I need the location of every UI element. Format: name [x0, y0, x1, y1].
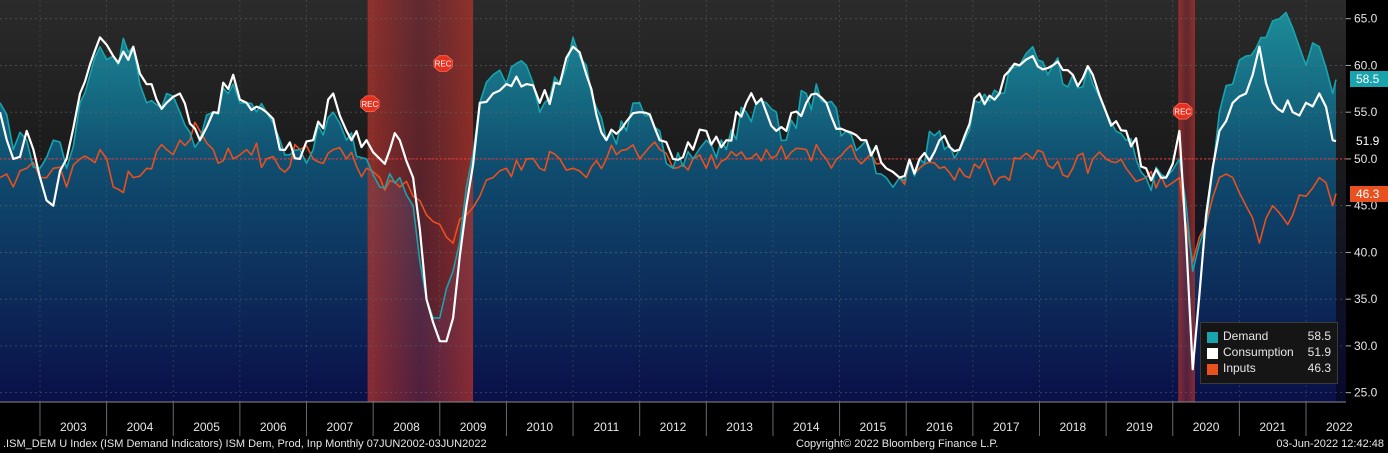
last-value-tag-consumption: 51.9	[1350, 133, 1388, 150]
y-tick-label: 35.0	[1354, 292, 1378, 306]
recession-marker-label: REC	[361, 100, 378, 109]
series-line-consumption	[0, 36, 1337, 371]
x-tick-label: 2015	[860, 420, 887, 434]
chart-canvas: REC REC REC 25.0 30.0 35.0 40.0 45.0 50.0 55.0 60…	[0, 0, 1378, 436]
recession-marker-shape	[360, 95, 380, 112]
legend-swatch-consumption	[1207, 348, 1218, 359]
legend-item-consumption: Consumption 51.9	[1207, 345, 1331, 361]
x-tick-label: 2008	[393, 420, 420, 434]
recession-marker: REC	[1173, 103, 1193, 120]
y-tick-label: 60.0	[1354, 58, 1378, 72]
footer-copyright: Copyright© 2022 Bloomberg Finance L.P.	[796, 438, 999, 450]
last-value-tag-inputs: 46.3	[1350, 185, 1388, 202]
recession-marker: REC	[360, 95, 380, 112]
x-tick-label: 2003	[60, 420, 87, 434]
x-tick-label: 2012	[660, 420, 687, 434]
y-tick-label: 50.0	[1354, 152, 1378, 166]
legend-swatch-inputs	[1207, 364, 1218, 375]
x-tick-label: 2006	[260, 420, 287, 434]
x-tick-label: 2013	[726, 420, 753, 434]
x-tick-label: 2011	[593, 420, 619, 434]
y-tick-label: 25.0	[1354, 386, 1378, 400]
y-tick-label: 30.0	[1354, 339, 1378, 353]
series-area-demand	[0, 12, 1336, 402]
x-axis-panel	[0, 402, 1346, 436]
legend-value: 46.3	[1307, 361, 1331, 375]
legend-value: 51.9	[1307, 345, 1331, 359]
x-tick-label: 2005	[193, 420, 220, 434]
x-tick-label: 2022	[1326, 420, 1353, 434]
x-tick-label: 2009	[460, 420, 487, 434]
y-tick-label: 65.0	[1354, 12, 1378, 26]
recession-marker-label: REC	[435, 60, 452, 69]
recession-marker: REC	[433, 55, 453, 72]
x-tick-label: 2014	[793, 420, 820, 434]
x-tick-label: 2021	[1259, 420, 1286, 434]
footer-timestamp: 03-Jun-2022 12:42:48	[1276, 438, 1384, 450]
last-value-tag-demand: 58.5	[1350, 71, 1388, 88]
x-tick-label: 2019	[1126, 420, 1153, 434]
x-tick-label: 2016	[926, 420, 953, 434]
x-tick-label: 2018	[1059, 420, 1086, 434]
x-tick-label: 2010	[526, 420, 553, 434]
legend-swatch-demand	[1207, 332, 1218, 343]
footer-ticker: .ISM_DEM U Index (ISM Demand Indicators)…	[3, 438, 487, 450]
y-tick-label: 45.0	[1354, 199, 1378, 213]
legend-value: 58.5	[1307, 329, 1331, 343]
x-tick-label: 2007	[326, 420, 353, 434]
series-line-inputs	[0, 121, 1337, 263]
recession-marker-shape	[433, 55, 453, 72]
recession-band	[1178, 0, 1195, 402]
recession-marker-label: REC	[1174, 107, 1191, 116]
y-tick-label: 40.0	[1354, 245, 1378, 259]
legend: Demand 58.5 Consumption 51.9 Inputs 46.3	[1200, 322, 1338, 384]
legend-label: Demand	[1223, 329, 1269, 343]
x-tick-label: 2017	[993, 420, 1020, 434]
x-tick-label: 2004	[127, 420, 154, 434]
legend-label: Consumption	[1223, 345, 1294, 359]
y-tick-label: 55.0	[1354, 105, 1378, 119]
recession-marker-shape	[1173, 103, 1193, 120]
x-tick-label: 2020	[1193, 420, 1220, 434]
footer-bar: .ISM_DEM U Index (ISM Demand Indicators)…	[0, 436, 1388, 453]
legend-item-demand: Demand 58.5	[1207, 329, 1331, 345]
legend-item-inputs: Inputs 46.3	[1207, 361, 1331, 377]
legend-label: Inputs	[1223, 361, 1256, 375]
